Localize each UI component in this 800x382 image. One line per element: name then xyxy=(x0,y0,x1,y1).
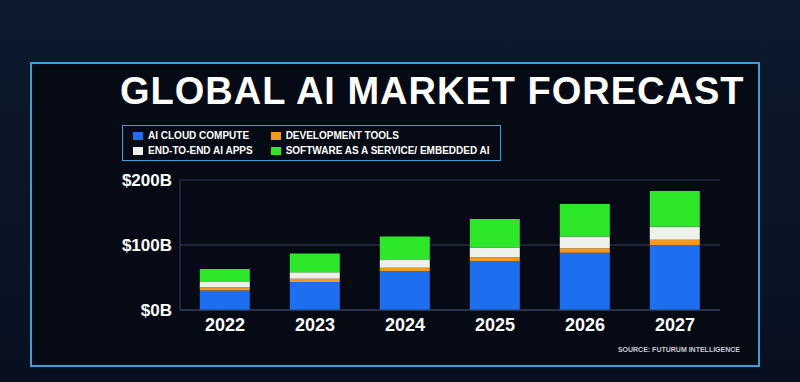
html-text:END-TO-END AI APPS: END-TO-END AI APPS xyxy=(148,145,253,156)
svg-text:2025: 2025 xyxy=(475,315,515,335)
html-text:AI CLOUD COMPUTE: AI CLOUD COMPUTE xyxy=(148,130,250,141)
svg-text:$200B: $200B xyxy=(122,171,172,190)
svg-text:$0B: $0B xyxy=(141,301,172,320)
svg-text:$100B: $100B xyxy=(122,236,172,255)
html-text:SOURCE: FUTURUM INTELLIGENCE: SOURCE: FUTURUM INTELLIGENCE xyxy=(617,346,740,353)
svg-text:2027: 2027 xyxy=(655,315,695,335)
svg-text:2024: 2024 xyxy=(385,315,425,335)
html-text:DEVELOPMENT TOOLS: DEVELOPMENT TOOLS xyxy=(285,130,399,141)
html-text:SOFTWARE AS A SERVICE/ EMBEDDE: SOFTWARE AS A SERVICE/ EMBEDDED AI xyxy=(285,145,490,156)
html-text:GLOBAL AI MARKET FORECAST: GLOBAL AI MARKET FORECAST xyxy=(120,70,745,112)
svg-text:2023: 2023 xyxy=(295,315,335,335)
svg-text:2026: 2026 xyxy=(565,315,605,335)
svg-text:2022: 2022 xyxy=(205,315,245,335)
